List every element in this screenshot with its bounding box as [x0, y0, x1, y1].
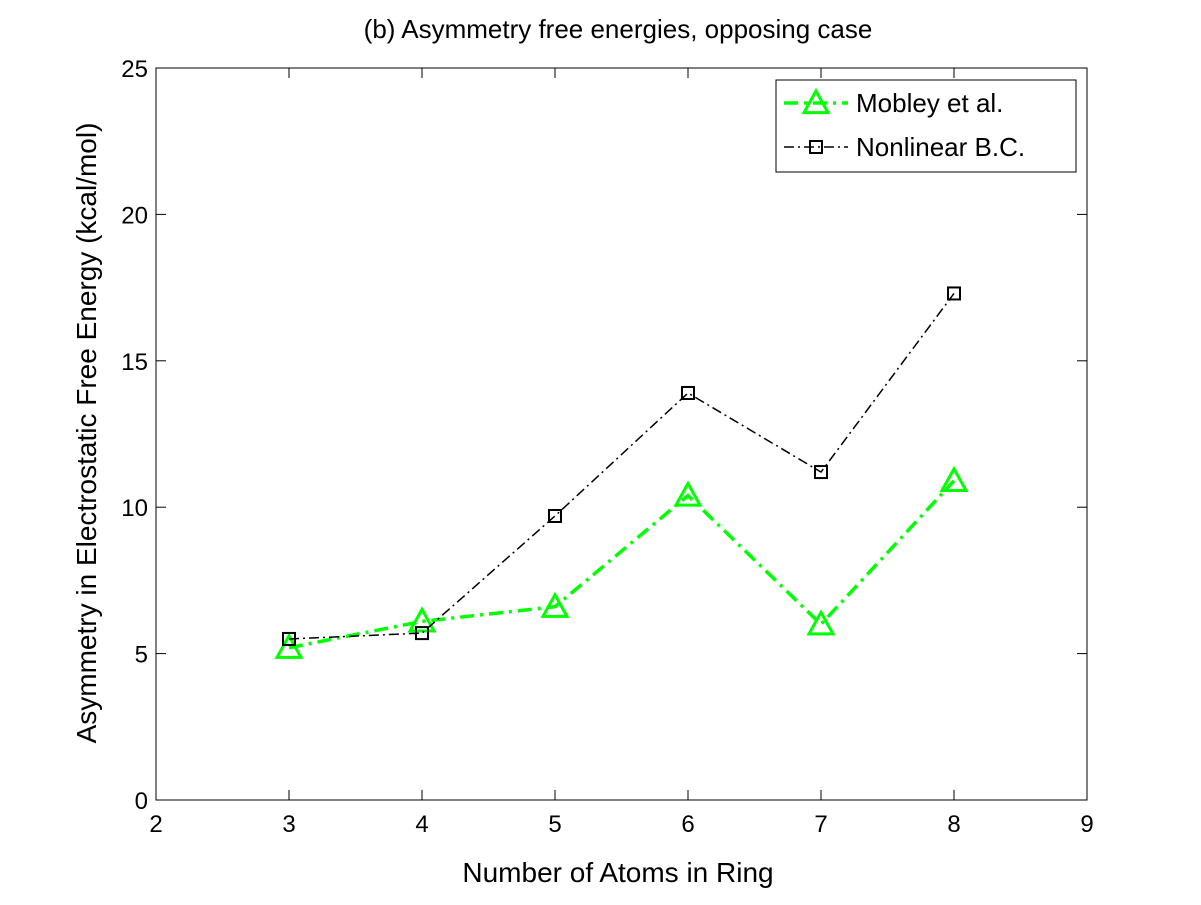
data-point	[673, 480, 703, 507]
data-point	[274, 632, 304, 659]
y-tick-label: 20	[121, 202, 148, 229]
legend: Mobley et al. Nonlinear B.C.	[775, 79, 1077, 173]
chart-title: (b) Asymmetry free energies, opposing ca…	[364, 14, 873, 44]
y-tick-label: 5	[135, 642, 148, 669]
data-point	[415, 626, 429, 641]
data-point	[939, 465, 969, 492]
legend-label: Nonlinear B.C.	[856, 132, 1025, 162]
y-tick-label: 25	[121, 56, 148, 83]
x-tick-label: 8	[947, 811, 960, 838]
x-axis-title: Number of Atoms in Ring	[462, 857, 773, 888]
legend-marker	[801, 87, 831, 115]
legend-box	[775, 79, 1077, 173]
data-point	[540, 591, 570, 618]
data-point	[681, 386, 695, 401]
legend-marker	[809, 140, 823, 154]
y-axis-title: Asymmetry in Electrostatic Free Energy (…	[71, 123, 102, 744]
data-point	[806, 609, 836, 636]
x-tick-label: 3	[282, 811, 295, 838]
series-line	[288, 293, 955, 640]
data-point	[548, 508, 562, 523]
x-tick-label: 6	[681, 811, 694, 838]
data-point	[947, 286, 961, 301]
x-tick-label: 5	[548, 811, 561, 838]
y-tick-label: 15	[121, 349, 148, 376]
plot-frame	[155, 67, 1088, 801]
data-point	[407, 606, 437, 633]
data-point	[282, 631, 296, 646]
x-tick-label: 2	[149, 811, 162, 838]
legend-label: Mobley et al.	[856, 88, 1003, 118]
series-2	[282, 286, 961, 646]
x-tick-label: 7	[814, 811, 827, 838]
y-tick-label: 10	[121, 495, 148, 522]
series-1	[274, 465, 969, 659]
y-tick-label: 0	[135, 788, 148, 815]
series-line	[288, 479, 956, 650]
series-layer	[274, 286, 969, 659]
x-tick-label: 9	[1080, 811, 1093, 838]
axes: 2 3 4 5 6 7 8 9 0 5 10 15 20 25	[121, 56, 1093, 838]
data-point	[814, 465, 828, 480]
x-tick-label: 4	[415, 811, 428, 838]
